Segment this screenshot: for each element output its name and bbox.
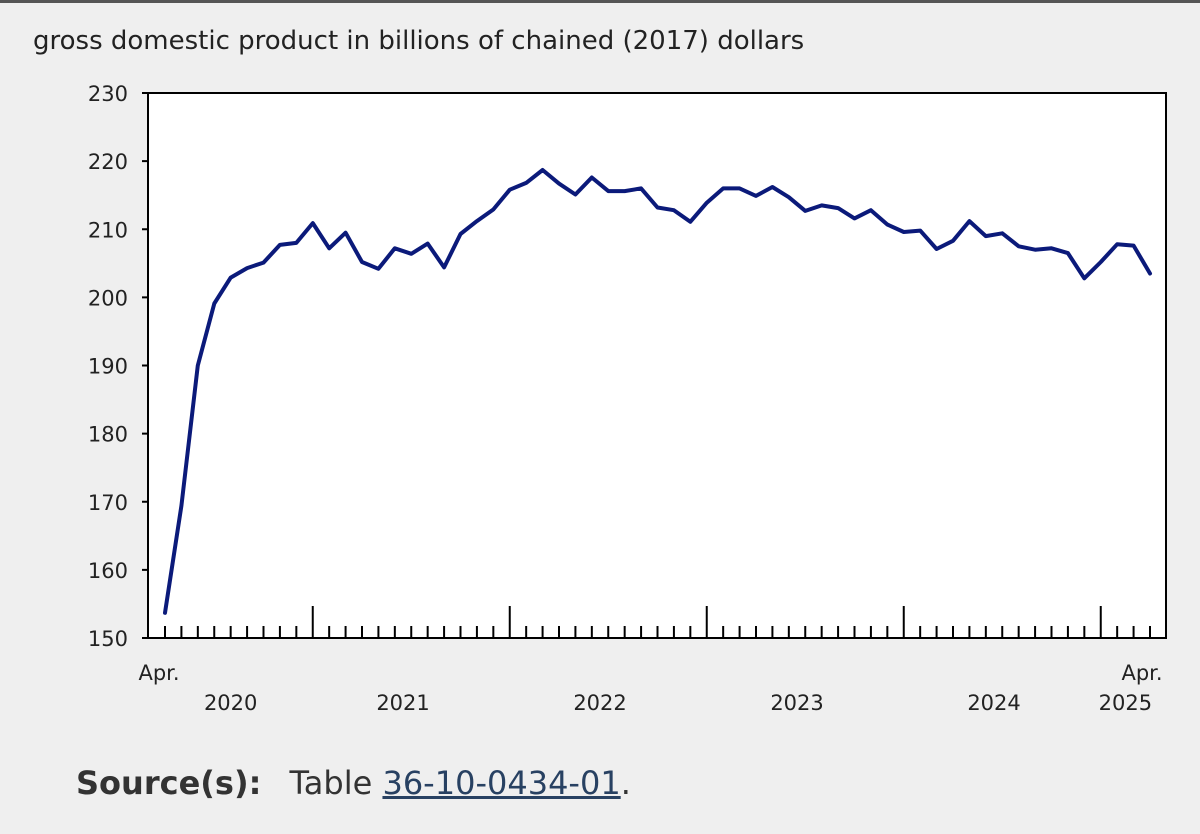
y-tick-label-220: 220 <box>88 150 128 174</box>
gdp-line-chart: gross domestic product in billions of ch… <box>33 26 1167 715</box>
y-tick-label-190: 190 <box>88 355 128 379</box>
x-axis: Apr. Apr. 2020 2021 2022 2023 2024 2025 <box>138 606 1163 715</box>
source-label: Source(s): <box>76 764 262 802</box>
gdp-series-line <box>163 168 1152 615</box>
x-year-label-2021: 2021 <box>376 691 429 715</box>
y-tick-label-150: 150 <box>88 627 128 651</box>
y-tick-label-230: 230 <box>88 82 128 106</box>
y-tick-label-210: 210 <box>88 218 128 242</box>
source-prefix: Table <box>289 764 373 802</box>
source-note: Source(s): Table 36-10-0434-01. <box>76 764 631 802</box>
chart-title: gross domestic product in billions of ch… <box>33 26 805 56</box>
x-year-label-2024: 2024 <box>967 691 1020 715</box>
x-year-label-2023: 2023 <box>770 691 823 715</box>
x-year-label-2025: 2025 <box>1099 691 1152 715</box>
x-year-label-2022: 2022 <box>573 691 626 715</box>
y-tick-label-200: 200 <box>88 286 128 310</box>
y-tick-label-180: 180 <box>88 423 128 447</box>
source-table-link[interactable]: 36-10-0434-01 <box>382 764 621 802</box>
top-rule <box>0 0 1200 3</box>
chart-svg: 150 160 170 180 190 200 210 220 230 Apr. Apr. 2020… <box>88 82 1167 715</box>
source-suffix: . <box>620 764 631 802</box>
x-end-month-label: Apr. <box>1121 661 1162 685</box>
y-axis: 150 160 170 180 190 200 210 220 230 <box>88 82 148 651</box>
x-start-month-label: Apr. <box>138 661 179 685</box>
plot-area <box>147 92 1167 639</box>
x-year-label-2020: 2020 <box>204 691 257 715</box>
y-tick-label-160: 160 <box>88 559 128 583</box>
y-tick-label-170: 170 <box>88 491 128 515</box>
